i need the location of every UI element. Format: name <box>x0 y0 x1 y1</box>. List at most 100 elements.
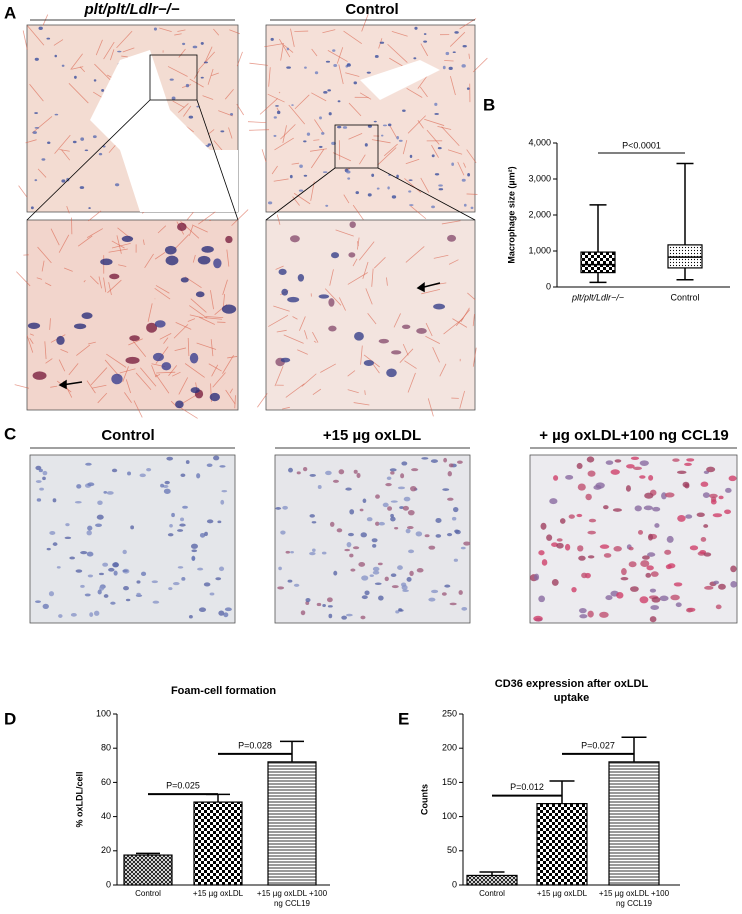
tissue-fiber <box>154 252 166 260</box>
cell <box>318 145 323 148</box>
tissue-fiber <box>108 248 128 253</box>
tissue-fiber <box>224 88 234 100</box>
tissue-fiber <box>268 314 289 327</box>
tissue-fiber <box>86 380 96 394</box>
cell <box>603 553 612 558</box>
tissue-fiber <box>311 48 318 57</box>
cell <box>304 66 307 69</box>
tissue-fiber <box>291 162 300 165</box>
cell <box>466 87 470 90</box>
tissue-fiber <box>66 206 70 214</box>
cell <box>434 102 438 106</box>
cell <box>565 474 574 480</box>
cell <box>718 495 724 500</box>
cell <box>588 518 597 523</box>
cell <box>402 505 409 511</box>
panel-header: Control <box>345 1 398 18</box>
cell <box>633 466 642 471</box>
panel-header: +15 µg oxLDL <box>323 427 421 444</box>
cell <box>206 463 213 467</box>
cell <box>402 589 409 593</box>
cell <box>353 469 358 474</box>
cell <box>349 221 356 229</box>
tissue-fiber <box>204 46 213 64</box>
cell <box>87 482 95 487</box>
cell <box>54 113 59 116</box>
cell <box>74 501 82 504</box>
tissue-fiber <box>472 347 477 367</box>
cell <box>297 273 305 282</box>
cell <box>348 252 356 258</box>
cell <box>302 467 308 472</box>
cell <box>625 485 631 492</box>
cell <box>177 222 187 232</box>
cell <box>321 551 327 555</box>
cell <box>587 610 594 618</box>
tissue-fiber <box>468 53 470 59</box>
tissue-fiber <box>406 87 423 98</box>
cell <box>405 528 411 534</box>
tissue-fiber <box>273 178 289 182</box>
cell <box>84 593 91 597</box>
tissue-fiber <box>298 316 306 331</box>
x-tick-label: Control <box>670 292 699 302</box>
cell <box>280 530 286 535</box>
cell <box>387 186 390 190</box>
tissue-fiber <box>50 385 58 388</box>
cell <box>32 131 37 134</box>
cell <box>409 154 413 158</box>
cell <box>182 505 189 509</box>
cell <box>403 496 411 502</box>
cell <box>650 605 660 611</box>
cell <box>643 505 653 511</box>
cell <box>673 582 683 587</box>
cell <box>312 548 316 552</box>
tissue-fiber <box>457 161 465 176</box>
cell <box>64 536 72 540</box>
cell <box>385 483 392 487</box>
cell <box>546 534 553 541</box>
tissue-fiber <box>155 285 170 294</box>
cell <box>462 45 467 48</box>
cell <box>371 173 375 178</box>
tissue-fiber <box>98 276 102 289</box>
cell <box>285 550 291 554</box>
tissue-fiber <box>447 149 463 155</box>
cell <box>201 246 214 253</box>
cell <box>46 547 51 551</box>
cell <box>423 33 427 36</box>
cell <box>593 485 602 490</box>
cell <box>391 195 397 199</box>
tissue-fiber <box>68 363 79 376</box>
tissue-fiber <box>155 374 161 377</box>
cell <box>74 75 77 79</box>
cell <box>374 582 382 585</box>
tissue-fiber <box>14 384 30 389</box>
cell <box>328 112 332 116</box>
p-value: P<0.0001 <box>622 140 661 150</box>
cell <box>451 516 457 521</box>
x-tick-label: +15 µg oxLDL <box>536 889 588 898</box>
tissue-fiber <box>104 359 120 377</box>
tissue-fiber <box>119 368 136 374</box>
tissue-fiber <box>426 129 440 145</box>
tissue-fiber <box>147 303 153 322</box>
cell <box>387 506 393 511</box>
y-tick-label: 20 <box>101 845 111 855</box>
cell <box>93 79 97 82</box>
tissue-fiber <box>116 235 122 254</box>
tissue-fiber <box>304 330 308 340</box>
cell <box>92 135 97 139</box>
cell <box>364 143 368 147</box>
cell <box>168 587 173 591</box>
cell <box>215 577 222 581</box>
tissue-fiber <box>324 288 342 306</box>
tissue-fiber <box>290 28 295 47</box>
micrograph <box>265 219 476 411</box>
cell <box>86 530 92 536</box>
cell <box>639 475 646 479</box>
cell <box>342 126 348 129</box>
cell <box>299 164 303 168</box>
panel-label: B <box>483 95 495 114</box>
tissue-fiber <box>274 137 294 151</box>
